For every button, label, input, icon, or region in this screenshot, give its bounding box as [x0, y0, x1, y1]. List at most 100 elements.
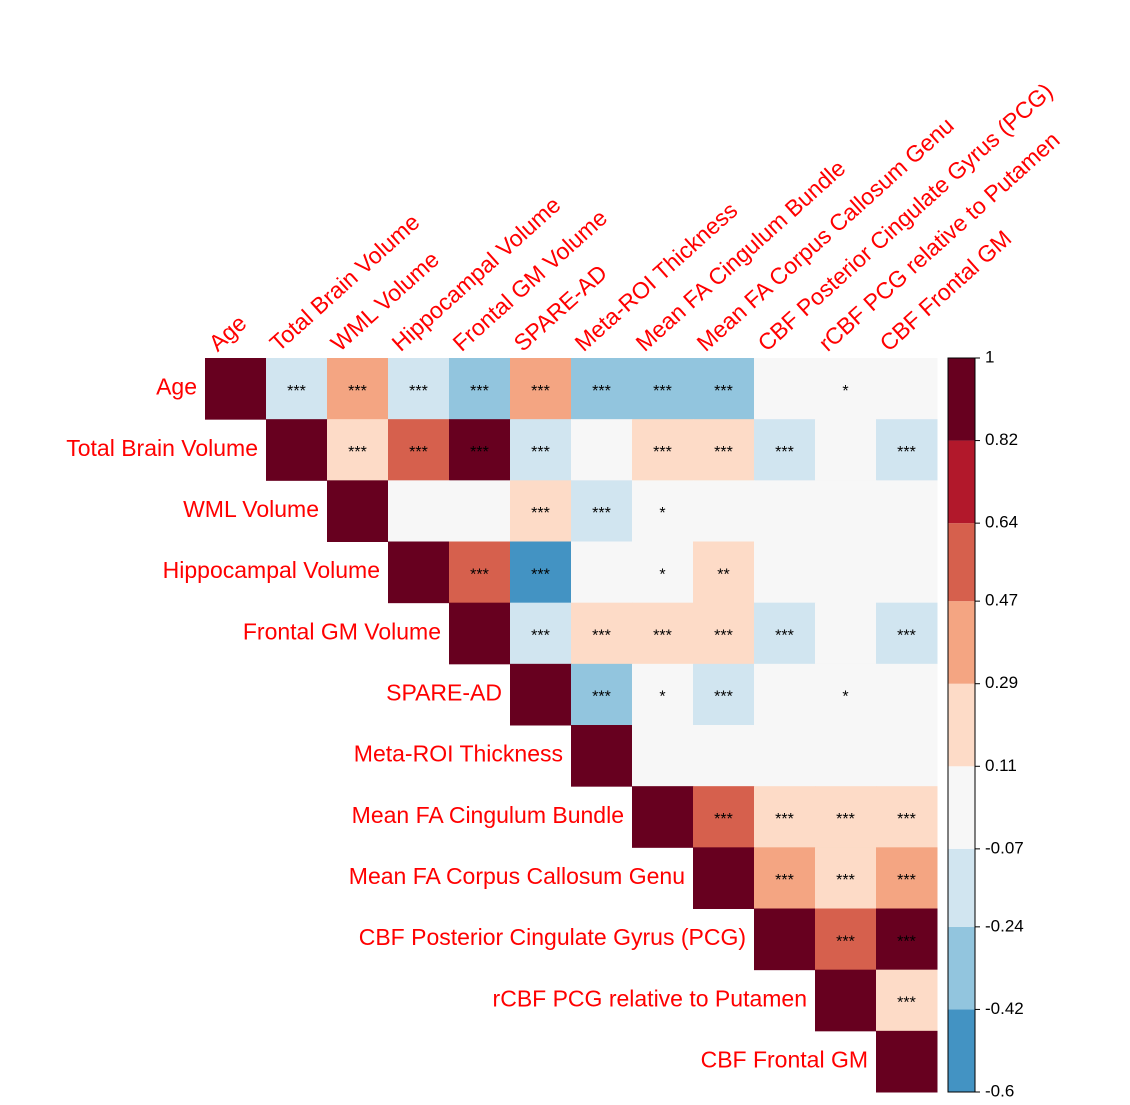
- heatmap-cell: [449, 358, 511, 420]
- heatmap-cell: [388, 480, 450, 542]
- heatmap-cell: [693, 847, 755, 909]
- heatmap-cell: [693, 786, 755, 848]
- row-label: SPARE-AD: [386, 679, 502, 705]
- significance-label: ***: [714, 689, 733, 706]
- significance-label: ***: [592, 689, 611, 706]
- significance-label: ***: [592, 383, 611, 400]
- significance-label: ***: [897, 628, 916, 645]
- row-label: rCBF PCG relative to Putamen: [493, 985, 807, 1011]
- heatmap-cell: [327, 480, 389, 542]
- significance-label: ***: [714, 444, 733, 461]
- heatmap-cell: [754, 847, 816, 909]
- heatmap-cell: [510, 541, 572, 604]
- colorbar-bin: [948, 683, 975, 767]
- heatmap-cell: [754, 419, 816, 481]
- heatmap-cell: [876, 663, 938, 726]
- significance-label: ***: [531, 566, 550, 583]
- heatmap-cell: [327, 358, 389, 420]
- heatmap-cell: [754, 908, 816, 971]
- heatmap-cell: [876, 725, 938, 787]
- heatmap-cell: [815, 419, 877, 481]
- heatmap-cell: [754, 663, 816, 726]
- heatmap-cell: [571, 663, 633, 726]
- heatmap-cell: [571, 602, 633, 665]
- significance-label: ***: [531, 383, 550, 400]
- row-label: Hippocampal Volume: [163, 557, 380, 583]
- heatmap-cell: [510, 663, 572, 726]
- heatmap-cell: [327, 419, 389, 481]
- row-label: WML Volume: [183, 496, 319, 522]
- heatmap-cell: [571, 419, 633, 481]
- heatmap-cell: [510, 480, 572, 542]
- heatmap-cell: [449, 419, 511, 481]
- colorbar-bin: [948, 1009, 975, 1092]
- row-label: CBF Frontal GM: [701, 1046, 868, 1072]
- significance-label: ***: [653, 628, 672, 645]
- heatmap-cell: [510, 602, 572, 665]
- heatmap-cell: [754, 602, 816, 665]
- significance-label: ***: [897, 811, 916, 828]
- heatmap-cell: [876, 419, 938, 481]
- significance-label: ***: [836, 933, 855, 950]
- heatmap-cell: [754, 541, 816, 604]
- colorbar-bin: [948, 523, 975, 602]
- significance-label: ***: [653, 383, 672, 400]
- heatmap-cell: [571, 480, 633, 542]
- significance-label: ***: [409, 383, 428, 400]
- heatmap-cell: [876, 1030, 938, 1093]
- heatmap-cell: [754, 786, 816, 848]
- significance-label: ***: [470, 566, 489, 583]
- column-label: Age: [204, 310, 252, 357]
- colorbar-tick-label: 0.82: [985, 430, 1018, 449]
- heatmap-cell: [510, 358, 572, 420]
- row-label: Frontal GM Volume: [243, 618, 441, 644]
- heatmap-cell: [815, 908, 877, 971]
- significance-label: ***: [531, 444, 550, 461]
- significance-label: ***: [592, 505, 611, 522]
- row-label: Mean FA Cingulum Bundle: [352, 802, 624, 828]
- significance-label: ***: [653, 444, 672, 461]
- significance-label: ***: [775, 444, 794, 461]
- heatmap-cell: [815, 786, 877, 848]
- heatmap-cell: [510, 419, 572, 481]
- significance-label: ***: [409, 444, 428, 461]
- significance-label: ***: [775, 872, 794, 889]
- significance-label: ***: [470, 383, 489, 400]
- significance-label: ***: [714, 383, 733, 400]
- significance-label: *: [659, 566, 665, 583]
- heatmap-cell: [388, 358, 450, 420]
- significance-label: ***: [592, 628, 611, 645]
- heatmap-cell: [754, 480, 816, 542]
- significance-label: *: [842, 689, 848, 706]
- heatmap-cell: [754, 725, 816, 787]
- colorbar-bin: [948, 601, 975, 684]
- colorbar-tick-label: -0.6: [985, 1081, 1014, 1100]
- heatmap-cell: [815, 969, 877, 1032]
- significance-label: *: [842, 383, 848, 400]
- heatmap-cell: [815, 480, 877, 542]
- colorbar-tick-label: 0.64: [985, 513, 1018, 532]
- significance-label: ***: [836, 872, 855, 889]
- significance-label: *: [659, 689, 665, 706]
- heatmap-cell: [632, 419, 694, 481]
- significance-label: ***: [348, 383, 367, 400]
- heatmap-cell: [815, 847, 877, 909]
- significance-label: ***: [287, 383, 306, 400]
- heatmap-cell: [876, 969, 938, 1032]
- heatmap-cell: [449, 541, 511, 604]
- row-label: CBF Posterior Cingulate Gyrus (PCG): [359, 924, 746, 950]
- heatmap-cell: [876, 358, 938, 420]
- heatmap-cell: [571, 725, 633, 787]
- heatmap-cell: [815, 541, 877, 604]
- colorbar-tick-label: -0.07: [985, 838, 1024, 857]
- colorbar-bin: [948, 848, 975, 927]
- heatmap-cell: [876, 541, 938, 604]
- heatmap-cell: [693, 358, 755, 420]
- colorbar-tick-label: -0.42: [985, 999, 1024, 1018]
- heatmap-cell: [449, 480, 511, 542]
- colorbar-bin: [948, 440, 975, 524]
- heatmap-cell: [632, 786, 694, 848]
- colorbar-bin: [948, 926, 975, 1010]
- heatmap-cell: [266, 358, 328, 420]
